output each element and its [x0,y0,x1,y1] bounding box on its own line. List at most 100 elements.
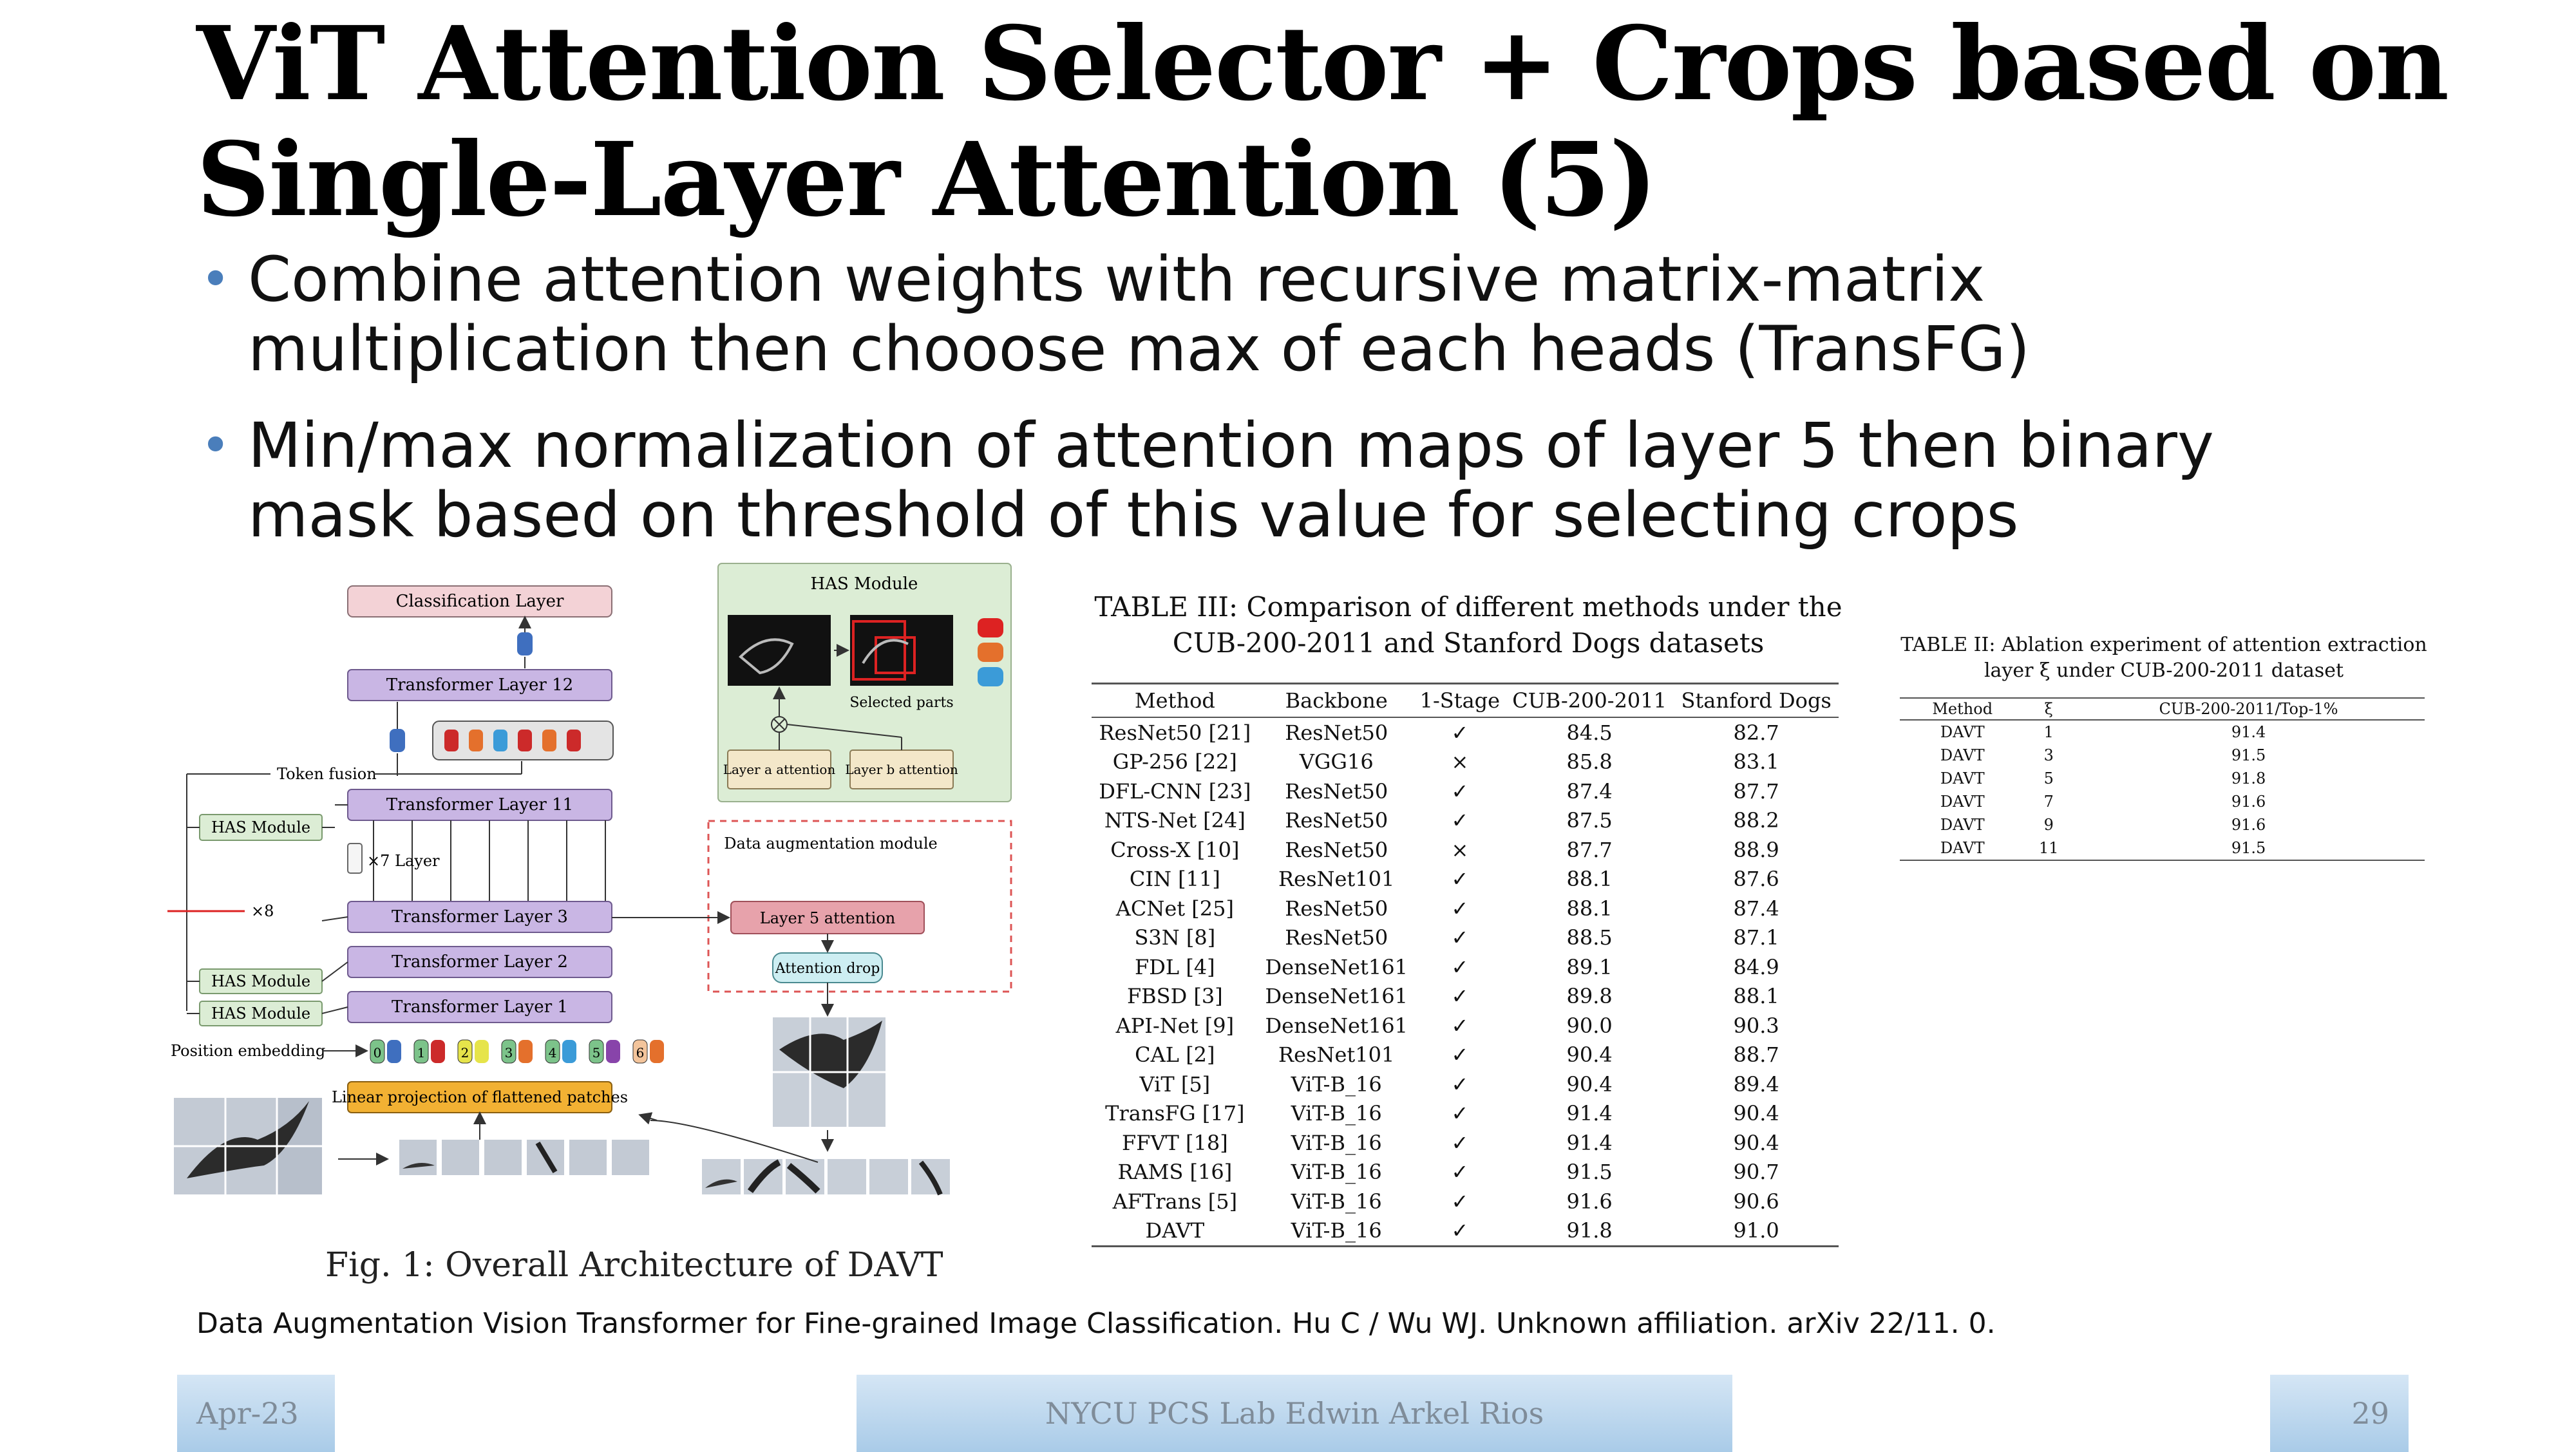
table3-cell: 89.4 [1733,1071,1779,1097]
table3-cell: NTS-Net [24] [1104,808,1245,833]
table2-cell: 91.6 [2231,816,2266,834]
table3-cell: ✓ [1451,1042,1469,1068]
slide-title-line1: ViT Attention Selector + Crops based on [196,5,2449,124]
bird-image [174,1098,322,1194]
table3-cell: S3N [8] [1134,925,1216,950]
table2-cell: 9 [2043,816,2054,834]
table3-cell: 90.4 [1733,1130,1779,1155]
table3-cell: ViT-B_16 [1291,1160,1382,1185]
table3-cell: 90.4 [1566,1042,1613,1068]
footer-page-number: 29 [2270,1375,2409,1452]
dropped-patch-strip [702,1159,950,1196]
table3-row: ACNet [25] ResNet50 ✓ 88.1 87.4 [1092,894,1839,923]
table3-cell: ViT-B_16 [1291,1189,1382,1214]
table3-row: GP-256 [22] VGG16 × 85.8 83.1 [1092,748,1839,777]
table3-cell: 89.8 [1566,984,1613,1009]
svg-text:6: 6 [636,1045,645,1061]
table3-cell: DenseNet161 [1265,1013,1408,1038]
table3-row: RAMS [16] ViT-B_16 ✓ 91.5 90.7 [1092,1158,1839,1187]
table3-cell: AFTrans [5] [1112,1189,1238,1214]
table3-row: CAL [2] ResNet101 ✓ 90.4 88.7 [1092,1041,1839,1070]
table3-cell: 87.6 [1733,867,1779,892]
bullet-dot-icon: • [200,415,231,475]
table2-header: CUB-200-2011/Top-1% [2072,697,2425,721]
table2-cell: DAVT [1940,816,1985,834]
table3-cell: 91.4 [1566,1130,1613,1155]
selected-parts-label: Selected parts [849,695,953,711]
table3-cell: 87.7 [1566,837,1613,862]
table3-cell: 90.6 [1733,1189,1779,1214]
table3-cell: VGG16 [1299,750,1374,775]
table2: Method ξ CUB-200-2011/Top-1% DAVT 1 91.4 DA… [1900,697,2425,861]
table3-cell: ViT-B_16 [1291,1101,1382,1126]
table3-cell: ResNet50 [1285,896,1388,921]
linear-projection-label: Linear projection of flattened patches [332,1088,628,1106]
table3-row: DFL-CNN [23] ResNet50 ✓ 87.4 87.7 [1092,777,1839,806]
table3-cell: ✓ [1451,1160,1469,1185]
table3-cell: 91.5 [1566,1160,1613,1185]
svg-text:4: 4 [549,1045,557,1061]
table3-cell: 90.4 [1733,1101,1779,1126]
table3-cell: 90.0 [1566,1013,1613,1038]
table3-cell: ResNet50 [1285,778,1388,804]
table3-cell: ResNet50 [1285,720,1388,745]
bullet-text: Combine attention weights with recursive… [248,243,2031,385]
table2-row: DAVT 5 91.8 [1900,767,2425,790]
table3-cell: 87.4 [1566,778,1613,804]
table3-cell: 91.0 [1674,1216,1839,1247]
table2-cell: 91.5 [2072,836,2425,861]
table3-row: FBSD [3] DenseNet161 ✓ 89.8 88.1 [1092,982,1839,1012]
table2-row: DAVT 1 91.4 [1900,720,2425,744]
table3-cell: 87.1 [1733,925,1779,950]
table3-cell: 85.8 [1566,750,1613,775]
table3-cell: 88.5 [1566,925,1613,950]
table3-cell: × [1451,837,1469,862]
table2-cell: DAVT [1940,769,1985,787]
table2-cell: 1 [2043,723,2054,741]
table3-cell: 83.1 [1733,750,1779,775]
table3: Method Backbone 1-Stage CUB-200-2011 Sta… [1092,683,1839,1247]
table3-cell: FBSD [3] [1126,984,1223,1009]
table3-row: Cross-X [10] ResNet50 × 87.7 88.9 [1092,835,1839,865]
table3-cell: ResNet50 [1285,808,1388,833]
table3-caption: TABLE III: Comparison of different metho… [1094,591,1842,659]
table3-header: CUB-200-2011 [1504,683,1674,718]
table3-cell: 88.7 [1733,1042,1779,1068]
dropped-bird-image [773,1017,886,1127]
svg-text:0: 0 [374,1045,382,1061]
transformer-layer-1-label: Transformer Layer 1 [392,997,568,1017]
table3-header: 1-Stage [1414,683,1505,718]
table2-row: DAVT 7 91.6 [1900,790,2425,813]
table3-row: AFTrans [5] ViT-B_16 ✓ 91.6 90.6 [1092,1187,1839,1216]
table3-row: CIN [11] ResNet101 ✓ 88.1 87.6 [1092,865,1839,894]
table3-cell: ResNet50 [1285,925,1388,950]
table2-cell: DAVT [1940,723,1985,741]
transformer-layer-2-label: Transformer Layer 2 [392,952,568,972]
table3-row: DAVT ViT-B_16 ✓ 91.8 91.0 [1092,1216,1839,1247]
table2-caption: TABLE II: Ablation experiment of attenti… [1900,634,2427,682]
table3-cell: GP-256 [22] [1112,750,1237,775]
table3-row: TransFG [17] ViT-B_16 ✓ 91.4 90.4 [1092,1099,1839,1129]
table2-row: DAVT 3 91.5 [1900,744,2425,767]
svg-text:1: 1 [417,1045,426,1061]
table2-cell: DAVT [1900,836,2025,861]
table2-cell: DAVT [1940,746,1985,764]
transformer-layer-3-label: Transformer Layer 3 [392,907,568,927]
table3-cell: ResNet101 [1278,1042,1395,1068]
attention-drop-label: Attention drop [775,961,880,977]
table3-header: Method [1092,683,1258,718]
table3-cell: CAL [2] [1135,1042,1215,1068]
table3-cell: 91.6 [1566,1189,1613,1214]
bullet-text: Min/max normalization of attention maps … [248,410,2214,551]
position-embedding-label: Position embedding [171,1042,325,1060]
table3-cell: TransFG [17] [1105,1101,1245,1126]
table3-cell: 84.5 [1566,720,1613,745]
table2-row: DAVT 9 91.6 [1900,813,2425,836]
transformer-layer-11-label: Transformer Layer 11 [386,795,573,815]
table3-cell: 88.9 [1733,837,1779,862]
table3-cell: ResNet101 [1278,867,1395,892]
table3-cell: DFL-CNN [23] [1099,778,1251,804]
table3-cell: ✓ [1451,867,1469,892]
footer-lab: NYCU PCS Lab Edwin Arkel Rios [857,1375,1732,1452]
table3-cell: ViT [5] [1139,1071,1211,1097]
